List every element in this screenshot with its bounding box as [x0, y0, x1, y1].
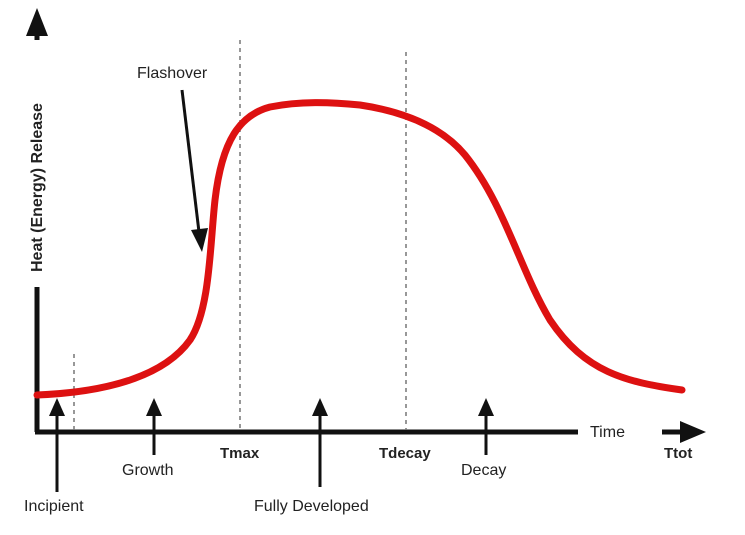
- stage-label-fully-developed: Fully Developed: [254, 498, 369, 515]
- flashover-label: Flashover: [137, 65, 208, 82]
- marker-tdecay: Tdecay: [379, 445, 431, 462]
- y-axis-arrowhead: [26, 8, 48, 36]
- x-axis-label: Time: [590, 424, 625, 441]
- stage-label-incipient: Incipient: [24, 498, 84, 515]
- growth-arrow: [146, 398, 162, 455]
- heat-release-curve: [33, 99, 686, 399]
- marker-tmax: Tmax: [220, 445, 260, 462]
- incipient-arrow: [49, 398, 65, 492]
- marker-ttot: Ttot: [664, 445, 692, 462]
- decay-arrow: [478, 398, 494, 455]
- fully-developed-arrow: [312, 398, 328, 487]
- stage-label-growth: Growth: [122, 462, 174, 479]
- flashover-arrowhead: [191, 228, 208, 252]
- flashover-arrow-line: [180, 89, 201, 233]
- stage-label-decay: Decay: [461, 462, 506, 479]
- time-arrowhead: [680, 421, 706, 443]
- y-axis-label: Heat (Energy) Release: [29, 103, 46, 272]
